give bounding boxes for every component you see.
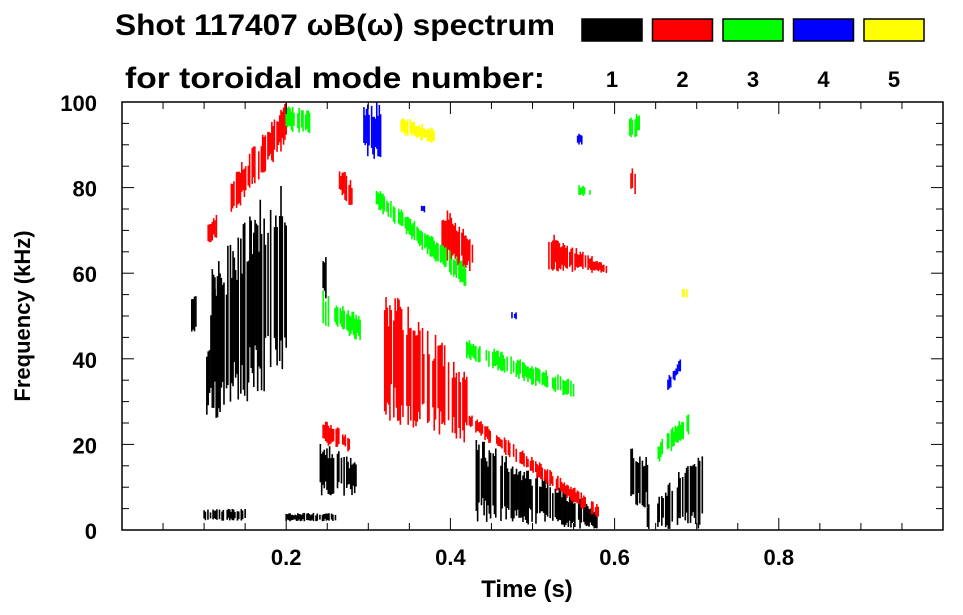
- y-tick-label: 80: [73, 177, 97, 202]
- y-tick-label: 40: [73, 348, 97, 373]
- legend-swatch-3: [722, 18, 784, 42]
- axes: 0.2 0.4 0.6 0.8 0 20 40 60 80 100: [60, 91, 944, 570]
- legend-swatch-4: [792, 18, 855, 42]
- legend-swatch-1: [581, 18, 643, 42]
- x-axis-label: Time (s): [481, 576, 573, 603]
- chart-subtitle: for toroidal mode number:: [125, 62, 545, 95]
- y-tick-label: 20: [73, 433, 97, 458]
- x-tick-label: 0.6: [599, 545, 630, 570]
- legend-label-1: 1: [606, 67, 618, 92]
- y-tick-label: 100: [60, 91, 97, 116]
- chart-title: Shot 117407 ωB(ω) spectrum: [115, 9, 555, 42]
- legend-label-2: 2: [676, 67, 688, 92]
- x-tick-label: 0.2: [271, 545, 302, 570]
- legend-label-5: 5: [888, 67, 900, 92]
- spectrogram-marks: [190, 102, 704, 529]
- legend-swatch-2: [651, 18, 714, 42]
- y-tick-label: 0: [85, 519, 97, 544]
- legend: 1 2 3 4 5: [581, 18, 925, 92]
- y-axis-label: Frequency (kHz): [10, 230, 35, 401]
- y-tick-label: 60: [73, 262, 97, 287]
- legend-label-4: 4: [817, 67, 830, 92]
- legend-label-3: 3: [747, 67, 759, 92]
- x-tick-label: 0.4: [435, 545, 466, 570]
- x-tick-label: 0.8: [764, 545, 795, 570]
- legend-swatch-5: [863, 18, 925, 42]
